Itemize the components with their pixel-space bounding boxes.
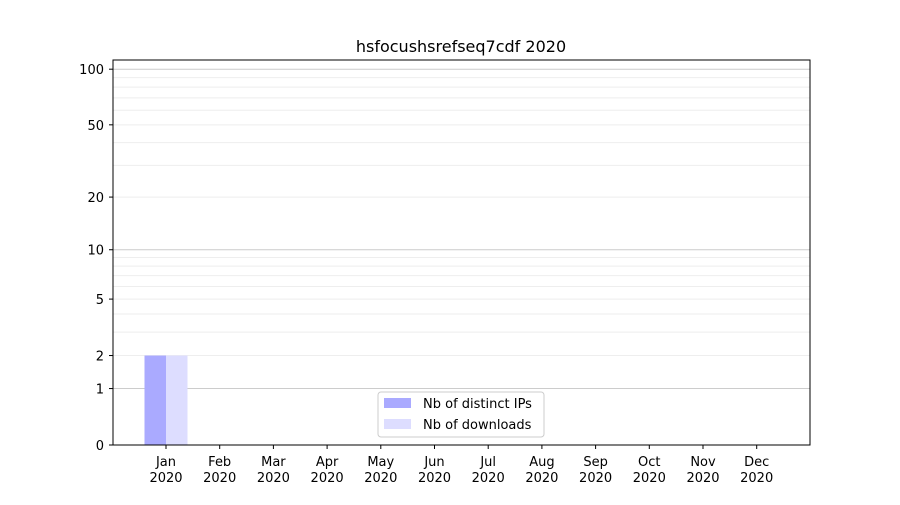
y-tick-label: 10 <box>87 244 104 259</box>
bar-downloads <box>166 355 188 445</box>
x-tick-label-month: Jun <box>423 455 444 470</box>
x-tick-label-month: Feb <box>208 455 231 470</box>
x-tick-label-year: 2020 <box>311 471 344 486</box>
y-tick-label: 100 <box>79 63 104 78</box>
x-tick-label-month: May <box>367 455 394 470</box>
y-tick-label: 20 <box>87 191 104 206</box>
x-tick-label-year: 2020 <box>257 471 290 486</box>
x-tick-label-year: 2020 <box>579 471 612 486</box>
x-tick-label-month: Nov <box>690 455 716 470</box>
legend-swatch <box>384 398 411 408</box>
x-tick-label-month: Jan <box>155 455 176 470</box>
x-tick-label-year: 2020 <box>149 471 182 486</box>
x-tick-label-month: Dec <box>744 455 769 470</box>
x-tick-label-year: 2020 <box>364 471 397 486</box>
legend: Nb of distinct IPs Nb of downloads <box>377 391 545 438</box>
y-tick-label: 1 <box>96 383 104 398</box>
legend-label: Nb of distinct IPs <box>423 397 532 412</box>
x-tick-label-year: 2020 <box>633 471 666 486</box>
y-tick-label: 5 <box>96 293 104 308</box>
x-tick-label-month: Oct <box>638 455 660 470</box>
y-tick-label: 50 <box>87 119 104 134</box>
x-tick-label-year: 2020 <box>686 471 719 486</box>
y-tick-label: 2 <box>96 350 104 365</box>
x-tick-label-month: Apr <box>316 455 339 470</box>
legend-box <box>377 391 545 438</box>
x-tick-label-month: Aug <box>529 455 554 470</box>
x-tick-label-month: Sep <box>583 455 608 470</box>
x-tick-label-year: 2020 <box>472 471 505 486</box>
plot-frame <box>112 59 811 446</box>
legend-swatch <box>384 419 411 429</box>
chart-title: hsfocushsrefseq7cdf 2020 <box>356 37 566 56</box>
x-tick-label-year: 2020 <box>740 471 773 486</box>
x-tick-label-month: Mar <box>261 455 286 470</box>
y-tick-label: 0 <box>96 439 104 454</box>
legend-label: Nb of downloads <box>423 418 532 433</box>
bar-distinct-ips <box>144 355 166 445</box>
x-tick-label-year: 2020 <box>525 471 558 486</box>
x-tick-label-year: 2020 <box>418 471 451 486</box>
x-tick-label-year: 2020 <box>203 471 236 486</box>
x-tick-label-month: Jul <box>479 455 496 470</box>
